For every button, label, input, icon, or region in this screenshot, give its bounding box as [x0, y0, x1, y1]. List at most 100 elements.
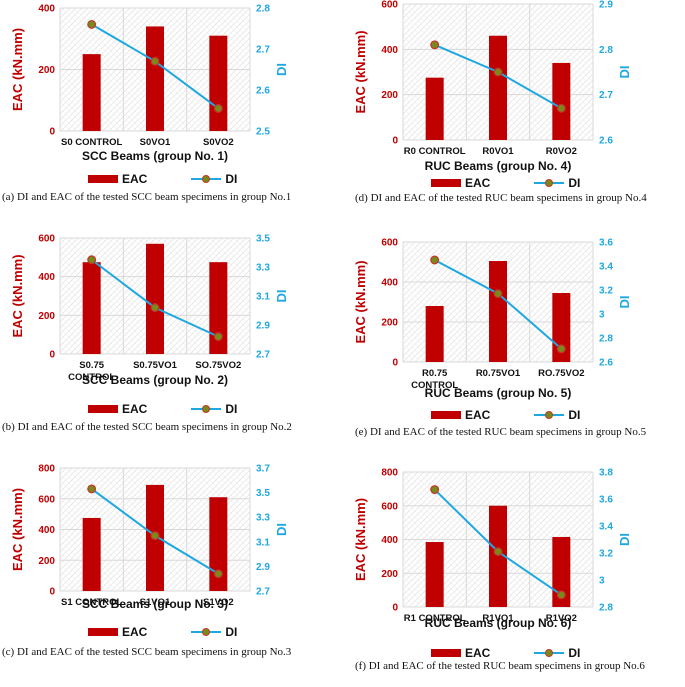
- x-tick-label: S1VO1: [140, 597, 171, 608]
- x-tick-label: R0.75 CONTROL: [411, 368, 458, 391]
- y2-tick-label: 2.6: [599, 358, 613, 369]
- legend-label-eac: EAC: [122, 402, 148, 416]
- x-tick-label: S1 CONTROL: [61, 597, 122, 608]
- combo-chart: 0 200 400 600 2.6 2.7 2.8 2.9 R0 CONTROL R0VO1 R0V…: [353, 0, 632, 173]
- legend: EAC DI: [88, 625, 237, 639]
- chart-panel-6: 0 200 400 600 800 2.8 3 3.2 3.4 3.6 3.8 R1 CONTROL R…: [343, 463, 685, 687]
- y-tick-label: 600: [381, 238, 398, 249]
- x-tick-label: R0VO2: [546, 146, 577, 157]
- eac-bar: [425, 306, 444, 362]
- y2-axis-title: DI: [617, 66, 632, 79]
- y-tick-label: 600: [381, 0, 398, 11]
- combo-chart: 0 200 400 600 2.6 2.8 3 3.2 3.4 3.6 R0.75 CONTROL R0…: [353, 238, 632, 401]
- y2-tick-label: 2.8: [599, 45, 613, 56]
- y-tick-label: 0: [49, 587, 55, 598]
- x-tick-label: RO.75VO2: [538, 368, 584, 379]
- figure-caption: (d) DI and EAC of the tested RUC beam sp…: [355, 192, 647, 204]
- y2-tick-label: 2.7: [599, 90, 613, 101]
- y-tick-label: 400: [381, 278, 398, 289]
- y2-tick-label: 3.5: [256, 488, 270, 499]
- x-tick-label: R1 CONTROL: [404, 613, 466, 624]
- y2-tick-label: 3: [599, 310, 605, 321]
- di-point: [430, 255, 440, 265]
- di-point: [556, 590, 566, 600]
- di-point: [150, 56, 160, 66]
- y2-tick-label: 3.6: [599, 238, 613, 249]
- x-tick-label: SO.75VO2: [195, 360, 241, 371]
- legend-marker: [202, 628, 211, 636]
- di-point: [150, 303, 160, 313]
- legend: EAC DI: [431, 176, 580, 190]
- y-tick-label: 0: [392, 603, 398, 614]
- di-point: [430, 40, 440, 50]
- y2-tick-label: 3.6: [599, 495, 613, 506]
- y2-tick-label: 2.7: [256, 350, 270, 361]
- eac-bar: [425, 542, 444, 607]
- legend-line-swatch: [534, 648, 565, 658]
- y-tick-label: 400: [381, 45, 398, 56]
- y2-tick-label: 3.1: [256, 292, 270, 303]
- y2-tick-label: 2.7: [256, 45, 270, 56]
- eac-bar: [82, 54, 101, 131]
- combo-chart: 0 200 400 600 800 2.7 2.9 3.1 3.3 3.5 3.7 S1 CONTRO…: [10, 464, 289, 612]
- y2-tick-label: 3: [599, 576, 605, 587]
- di-point: [150, 531, 160, 541]
- y2-tick-label: 2.7: [256, 587, 270, 598]
- eac-bar: [489, 505, 507, 607]
- x-tick-label: R0.75VO1: [476, 368, 521, 379]
- y2-tick-label: 2.6: [256, 86, 270, 97]
- legend-bar-swatch: [431, 411, 461, 419]
- y2-tick-label: 3.8: [599, 468, 613, 479]
- legend-label-di: DI: [568, 408, 581, 422]
- y2-axis-title: DI: [617, 533, 632, 546]
- chart-panel-3: 0 200 400 600 800 2.7 2.9 3.1 3.3 3.5 3.7 S1 CONTRO…: [0, 450, 342, 674]
- legend-label-eac: EAC: [465, 176, 491, 190]
- legend-marker: [545, 179, 554, 187]
- y-axis-title: EAC (kN.mm): [353, 498, 368, 581]
- eac-bar: [489, 261, 507, 362]
- y-tick-label: 600: [381, 501, 398, 512]
- y2-tick-label: 3.3: [256, 513, 270, 524]
- y-tick-label: 200: [381, 90, 398, 101]
- eac-bar: [209, 497, 228, 591]
- eac-bar: [209, 262, 228, 354]
- di-point: [87, 484, 97, 494]
- legend-bar-swatch: [431, 649, 461, 657]
- combo-chart: 0 200 400 2.5 2.6 2.7 2.8 S0 CONTROL S0VO1 S0VO2S…: [10, 4, 289, 164]
- figure-caption: (e) DI and EAC of the tested RUC beam sp…: [355, 426, 647, 438]
- y2-tick-label: 3.2: [599, 549, 613, 560]
- x-axis-title: SCC Beams (group No. 1): [82, 149, 228, 163]
- chart-panel-1: 0 200 400 2.5 2.6 2.7 2.8 S0 CONTROL S0VO1 S0VO2 S…: [0, 0, 342, 224]
- eac-bar: [489, 35, 507, 140]
- y-tick-label: 600: [38, 494, 55, 505]
- legend-label-di: DI: [568, 646, 581, 660]
- y2-tick-label: 3.4: [599, 522, 613, 533]
- y2-tick-label: 3.3: [256, 263, 270, 274]
- x-axis-title: SCC Beams (group No. 2): [82, 373, 228, 387]
- legend-label-eac: EAC: [122, 172, 148, 186]
- y-axis-title: EAC (kN.mm): [353, 260, 368, 343]
- x-axis-title: RUC Beams (group No. 5): [425, 386, 572, 400]
- y-axis-title: EAC (kN.mm): [353, 30, 368, 113]
- legend-bar-swatch: [431, 179, 461, 187]
- di-point: [556, 344, 566, 354]
- legend-line-swatch: [191, 627, 222, 637]
- x-tick-label: S0VO2: [203, 137, 234, 148]
- y2-tick-label: 2.8: [599, 334, 613, 345]
- y2-axis-title: DI: [274, 523, 289, 536]
- legend: EAC DI: [88, 172, 237, 186]
- y2-tick-label: 2.8: [599, 603, 613, 614]
- x-axis-title: RUC Beams (group No. 6): [425, 616, 572, 630]
- legend-line-swatch: [534, 178, 565, 188]
- y-axis-title: EAC (kN.mm): [10, 28, 25, 111]
- y2-axis-title: DI: [274, 63, 289, 76]
- eac-bar: [425, 77, 444, 140]
- x-tick-label: R1VO1: [482, 613, 514, 624]
- y2-tick-label: 3.1: [256, 537, 270, 548]
- di-point: [493, 289, 503, 299]
- eac-bar: [82, 262, 101, 354]
- y2-tick-label: 2.5: [256, 127, 270, 138]
- eac-bar: [146, 26, 164, 132]
- legend-marker: [202, 175, 211, 183]
